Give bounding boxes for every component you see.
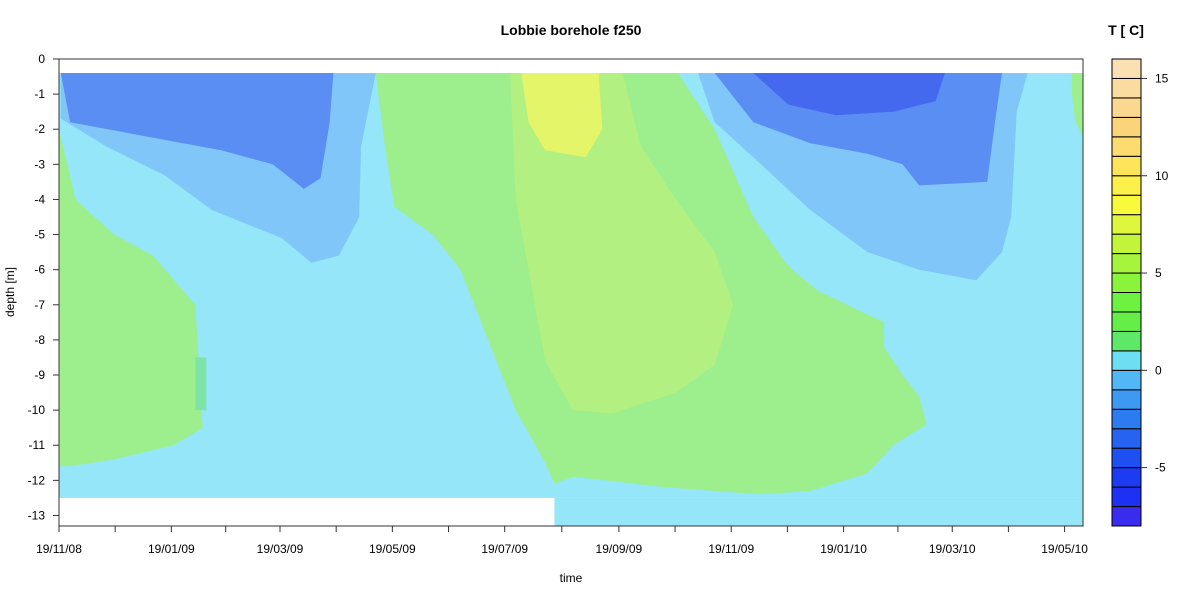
plot-border [58,58,1084,527]
chart-title: Lobbie borehole f250 [501,22,642,38]
colorbar-level [1111,506,1142,527]
y-tick-label: 0 [38,52,45,66]
plot-area: 0 -1 -2 -3 -4 -5 -6 -7 -8 -9 -10 -11 -12 -13 19/11/08 1… [28,52,1089,556]
background-temperature-deep [554,497,1083,526]
colorbar-tick-label: 15 [1155,71,1169,85]
colorbar-tick-label: -5 [1155,461,1166,475]
temperature-region [59,129,203,467]
temperature-region [1071,73,1083,137]
x-tick-label: 19/03/09 [257,542,304,556]
y-tick-label: -10 [28,403,46,417]
y-tick-label: -1 [34,87,45,101]
colorbar-level [1111,272,1142,293]
colorbar-level [1111,136,1142,157]
x-tick-label: 19/11/09 [708,542,754,556]
y-tick-label: -12 [28,473,46,487]
x-tick-label: 19/05/10 [1041,542,1088,556]
colorbar-level [1111,233,1142,255]
colorbar-level [1111,428,1142,449]
colorbar-level [1111,175,1142,196]
y-tick-label: -9 [34,368,45,382]
colorbar-level [1111,77,1142,99]
colorbar-level [1111,447,1142,469]
x-tick-label: 19/01/10 [820,542,867,556]
colorbar-level [1111,467,1142,488]
colorbar-level [1111,97,1142,118]
x-tick-label: 19/05/09 [369,542,416,556]
y-tick-label: -13 [28,508,46,522]
temperature-region [195,357,207,411]
colorbar-level [1111,292,1142,313]
x-axis-label: time [560,571,583,585]
y-tick-label: -5 [34,228,45,242]
colorbar-level [1111,214,1142,235]
x-tick-label: 19/03/10 [929,542,976,556]
colorbar-level [1111,389,1142,410]
colorbar: -5 0 5 10 15 [1111,58,1169,527]
colorbar-level [1111,116,1142,138]
temperature-region [510,73,734,414]
colorbar-level [1111,155,1142,177]
colorbar-level [1111,253,1142,274]
colorbar-level [1111,311,1142,332]
y-tick-label: -7 [34,298,45,312]
y-axis-label: depth [m] [3,267,17,317]
colorbar-tick-label: 0 [1155,363,1162,377]
y-tick-label: -2 [34,122,45,136]
colorbar-title: T [ C] [1108,22,1144,38]
colorbar-level [1111,486,1142,508]
y-tick-label: -8 [34,333,45,347]
colorbar-level [1111,350,1142,371]
colorbar-level [1111,408,1142,430]
y-tick-label: -4 [34,192,45,206]
temperature-region [521,73,603,158]
x-tick-label: 19/07/09 [481,542,528,556]
x-tick-label: 19/11/08 [36,542,82,556]
colorbar-level [1111,194,1142,216]
colorbar-tick-label: 5 [1155,266,1162,280]
colorbar-border [1111,58,1142,527]
temperature-region [753,73,945,116]
colorbar-level [1111,369,1142,391]
x-tick-label: 19/09/09 [596,542,643,556]
y-tick-label: -6 [34,263,45,277]
temperature-field [59,73,1083,526]
colorbar-level [1111,330,1142,352]
y-tick-label: -3 [34,157,45,171]
colorbar-tick-label: 10 [1155,169,1169,183]
colorbar-level [1111,58,1142,79]
x-tick-label: 19/01/09 [148,542,195,556]
y-tick-label: -11 [29,438,46,452]
temperature-region [60,73,334,189]
